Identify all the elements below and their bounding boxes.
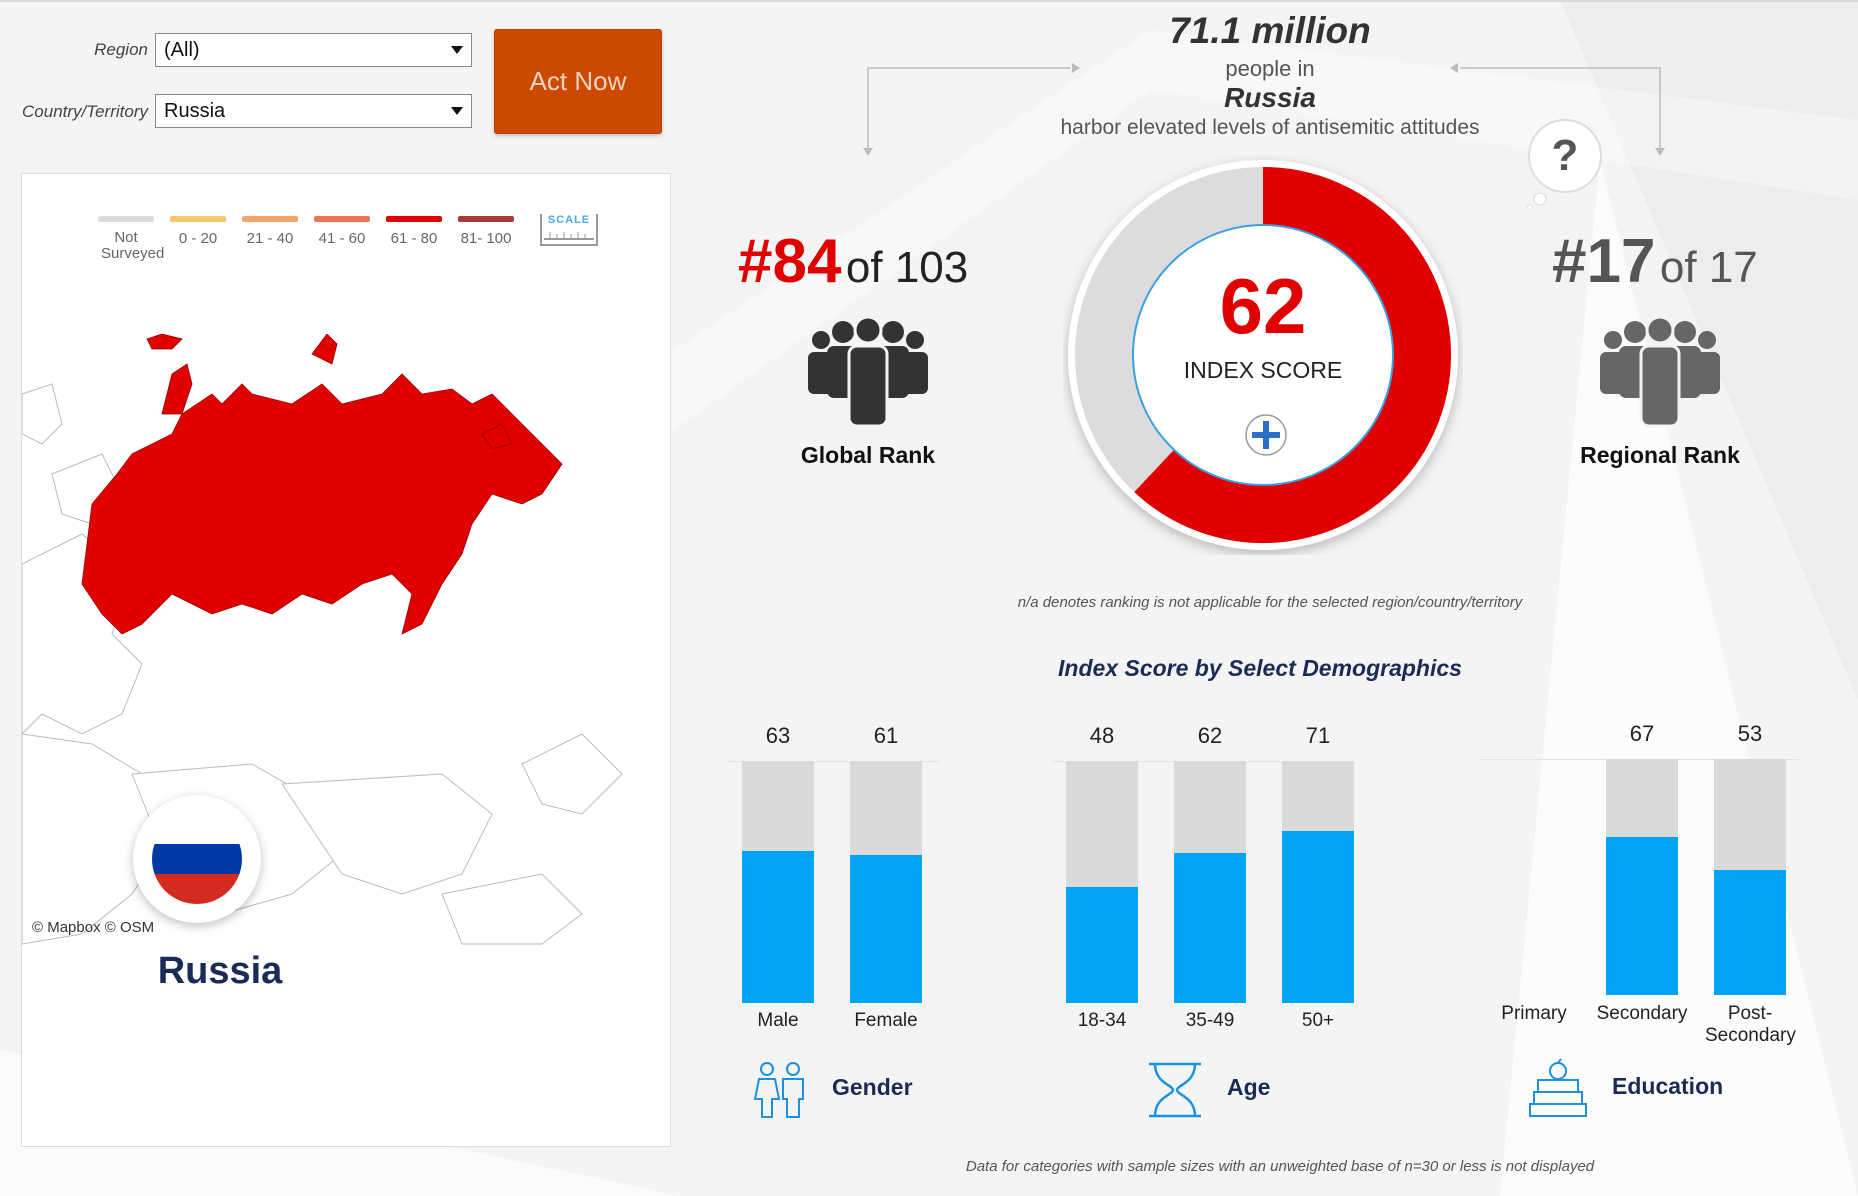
bar-group-top-line bbox=[728, 761, 940, 762]
index-score-arc bbox=[1134, 167, 1451, 543]
bar-category-label: Male bbox=[757, 1010, 799, 1031]
selected-country-name: Russia bbox=[157, 950, 283, 992]
bar-secondary[interactable] bbox=[1606, 759, 1678, 995]
bar-category-label: 18-34 bbox=[1077, 1010, 1127, 1031]
bar-male[interactable] bbox=[742, 761, 814, 1003]
scale-button[interactable]: SCALE bbox=[540, 214, 598, 246]
people-group-icon bbox=[808, 318, 928, 428]
country-select[interactable]: Russia bbox=[155, 94, 472, 128]
chevron-down-icon bbox=[451, 46, 463, 54]
demographics-title: Index Score by Select Demographics bbox=[1058, 655, 1462, 681]
group-title-gender: Gender bbox=[832, 1074, 913, 1100]
legend-label: 41 - 60 bbox=[318, 230, 366, 247]
legend-swatch bbox=[98, 216, 154, 222]
global-rank: #84 of 103 bbox=[738, 226, 968, 297]
chevron-down-icon bbox=[451, 107, 463, 115]
region-filter-label: Region bbox=[94, 40, 148, 59]
index-score-value: 62 bbox=[1220, 262, 1307, 350]
legend-item: 41 - 60 bbox=[313, 216, 371, 262]
legend-item: Not Surveyed bbox=[97, 216, 165, 262]
bar-35-49[interactable] bbox=[1174, 761, 1246, 1003]
regional-rank-number: #17 bbox=[1552, 227, 1656, 296]
country-flag bbox=[133, 795, 261, 923]
books-apple-icon bbox=[1529, 1058, 1587, 1117]
country-filter-label: Country/Territory bbox=[22, 102, 148, 121]
gender-icon bbox=[753, 1062, 804, 1118]
bar-value-label: 48 bbox=[1089, 723, 1115, 748]
bar-18-34[interactable] bbox=[1066, 761, 1138, 1003]
legend-label: 81- 100 bbox=[460, 230, 512, 247]
hourglass-icon bbox=[1149, 1062, 1201, 1118]
legend-item: 21 - 40 bbox=[241, 216, 299, 262]
bar-value-label: 61 bbox=[873, 723, 899, 748]
act-now-button[interactable]: Act Now bbox=[494, 29, 662, 134]
bar-category-label: Post-Secondary bbox=[1705, 1003, 1796, 1046]
bar-category-label: Female bbox=[854, 1010, 918, 1031]
headline-country: Russia bbox=[1224, 82, 1316, 113]
bar-value-label: 53 bbox=[1737, 721, 1763, 746]
headline-count: 71.1 million bbox=[1169, 10, 1371, 51]
bar-fill bbox=[1714, 869, 1786, 995]
legend-label: 0 - 20 bbox=[178, 230, 218, 247]
legend-label: Not Surveyed bbox=[101, 229, 165, 262]
bar-fill bbox=[1174, 852, 1246, 1003]
russia-flag-icon bbox=[152, 814, 242, 904]
bar-fill bbox=[1066, 886, 1138, 1003]
regional-rank-total: of 17 bbox=[1659, 243, 1758, 292]
bar-value-label: 63 bbox=[765, 723, 791, 748]
bar-category-label: Primary bbox=[1501, 1003, 1567, 1024]
map-attribution: © Mapbox © OSM bbox=[32, 919, 155, 936]
regional-rank: #17 of 17 bbox=[1552, 226, 1758, 297]
na-note: n/a denotes ranking is not applicable fo… bbox=[1017, 594, 1523, 611]
bar-value-label: 71 bbox=[1305, 723, 1331, 748]
country-select-value: Russia bbox=[164, 99, 226, 122]
people-group-icon bbox=[1600, 318, 1720, 428]
legend-item: 61 - 80 bbox=[385, 216, 443, 262]
legend-swatch bbox=[386, 216, 442, 222]
region-select[interactable]: (All) bbox=[155, 33, 472, 67]
ruler-icon bbox=[544, 232, 594, 240]
headline-description: harbor elevated levels of antisemitic at… bbox=[1060, 116, 1480, 139]
bar-category-label: Secondary bbox=[1596, 1003, 1688, 1024]
bar-category-label: 50+ bbox=[1301, 1010, 1335, 1031]
top-border bbox=[0, 0, 1858, 2]
bar-fill bbox=[850, 855, 922, 1003]
legend-swatch bbox=[314, 216, 370, 222]
group-title-age: Age bbox=[1227, 1074, 1271, 1100]
legend-item: 0 - 20 bbox=[169, 216, 227, 262]
legend-swatch bbox=[458, 216, 514, 222]
map-panel: Not Surveyed 0 - 20 21 - 40 41 - 60 61 - 80 8… bbox=[21, 173, 671, 1147]
svg-text:?: ? bbox=[1552, 131, 1579, 180]
bar-50-[interactable] bbox=[1282, 761, 1354, 1003]
global-rank-label: Global Rank bbox=[800, 442, 936, 468]
region-select-value: (All) bbox=[164, 38, 200, 61]
group-title-education: Education bbox=[1612, 1073, 1724, 1099]
footnote: Data for categories with sample sizes wi… bbox=[965, 1158, 1595, 1175]
bar-value-label: 62 bbox=[1197, 723, 1223, 748]
bar-category-label: 35-49 bbox=[1185, 1010, 1235, 1031]
bar-post-secondary[interactable] bbox=[1714, 759, 1786, 995]
legend-item: 81- 100 bbox=[457, 216, 515, 262]
headline-people-in: people in bbox=[1225, 56, 1315, 81]
legend-swatch bbox=[170, 216, 226, 222]
bar-female[interactable] bbox=[850, 761, 922, 1003]
map-legend: Not Surveyed 0 - 20 21 - 40 41 - 60 61 - 80 8… bbox=[97, 216, 515, 262]
scale-label: SCALE bbox=[547, 214, 591, 226]
legend-label: 61 - 80 bbox=[390, 230, 438, 247]
russia-shape[interactable] bbox=[81, 373, 563, 635]
bar-fill bbox=[742, 850, 814, 1003]
expand-plus-icon[interactable] bbox=[1243, 412, 1289, 458]
legend-label: 21 - 40 bbox=[246, 230, 294, 247]
index-score-label: INDEX SCORE bbox=[1184, 357, 1342, 383]
global-rank-total: of 103 bbox=[845, 243, 969, 292]
bar-value-label: 67 bbox=[1629, 721, 1655, 746]
global-rank-number: #84 bbox=[738, 227, 842, 296]
regional-rank-label: Regional Rank bbox=[1580, 442, 1740, 468]
question-bubble-icon: ? bbox=[1526, 119, 1602, 208]
legend-swatch bbox=[242, 216, 298, 222]
index-score-gauge: 62 INDEX SCORE bbox=[1068, 160, 1458, 550]
bar-fill bbox=[1282, 831, 1354, 1003]
bar-fill bbox=[1606, 836, 1678, 995]
world-map[interactable] bbox=[22, 334, 670, 954]
